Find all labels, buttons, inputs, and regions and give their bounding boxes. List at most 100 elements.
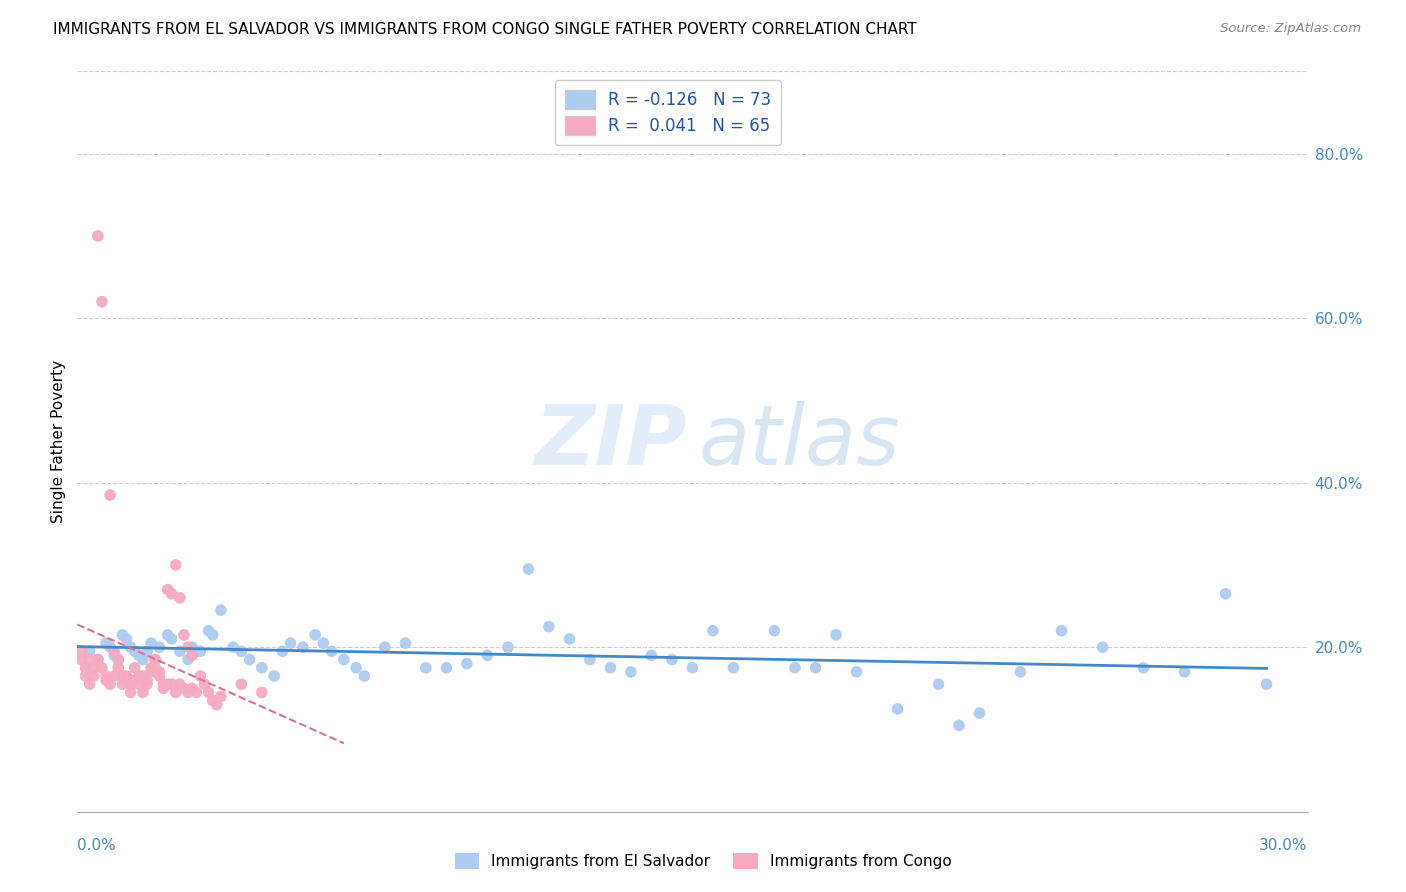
Point: [169, 591, 191, 605]
Point: [98, 640, 121, 655]
Point: [98, 677, 121, 691]
Point: [169, 644, 191, 658]
Point: [143, 652, 166, 666]
Point: [682, 661, 704, 675]
Point: [141, 665, 163, 679]
Point: [280, 636, 302, 650]
Point: [415, 661, 437, 675]
Point: [783, 661, 806, 675]
Point: [160, 587, 183, 601]
Point: [436, 661, 458, 675]
Point: [136, 677, 159, 691]
Text: 30.0%: 30.0%: [1260, 838, 1308, 853]
Point: [825, 628, 848, 642]
Point: [111, 669, 134, 683]
Legend: Immigrants from El Salvador, Immigrants from Congo: Immigrants from El Salvador, Immigrants …: [449, 847, 957, 875]
Point: [132, 652, 155, 666]
Point: [111, 628, 134, 642]
Point: [148, 640, 170, 655]
Point: [477, 648, 499, 663]
Point: [173, 628, 195, 642]
Point: [321, 644, 343, 658]
Point: [250, 685, 273, 699]
Point: [128, 648, 150, 663]
Point: [90, 661, 114, 675]
Point: [1132, 661, 1154, 675]
Point: [620, 665, 643, 679]
Point: [87, 652, 110, 666]
Point: [124, 644, 146, 658]
Point: [70, 652, 93, 666]
Point: [120, 685, 142, 699]
Point: [231, 677, 253, 691]
Point: [312, 636, 335, 650]
Point: [148, 665, 170, 679]
Point: [87, 228, 110, 243]
Point: [83, 669, 105, 683]
Point: [160, 632, 183, 646]
Point: [115, 669, 138, 683]
Point: [1256, 677, 1278, 691]
Point: [136, 673, 159, 687]
Point: [103, 648, 125, 663]
Point: [763, 624, 786, 638]
Point: [152, 681, 174, 696]
Point: [79, 652, 101, 666]
Point: [239, 652, 262, 666]
Point: [75, 661, 97, 675]
Point: [181, 648, 204, 663]
Point: [222, 640, 245, 655]
Point: [120, 677, 142, 691]
Point: [141, 636, 163, 650]
Point: [205, 698, 228, 712]
Point: [456, 657, 478, 671]
Point: [98, 488, 121, 502]
Text: atlas: atlas: [699, 401, 900, 482]
Point: [107, 652, 129, 666]
Point: [640, 648, 662, 663]
Point: [1091, 640, 1114, 655]
Point: [374, 640, 396, 655]
Point: [107, 652, 129, 666]
Point: [304, 628, 326, 642]
Point: [209, 690, 232, 704]
Point: [928, 677, 950, 691]
Point: [75, 669, 97, 683]
Point: [136, 644, 159, 658]
Point: [173, 681, 195, 696]
Point: [124, 673, 146, 687]
Point: [111, 677, 134, 691]
Text: ZIP: ZIP: [534, 401, 686, 482]
Point: [579, 652, 602, 666]
Point: [201, 694, 224, 708]
Point: [90, 294, 114, 309]
Point: [344, 661, 367, 675]
Point: [79, 677, 101, 691]
Point: [969, 706, 991, 720]
Point: [1174, 665, 1197, 679]
Point: [193, 677, 215, 691]
Point: [661, 652, 683, 666]
Point: [197, 624, 219, 638]
Point: [201, 628, 224, 642]
Point: [115, 632, 138, 646]
Point: [209, 603, 232, 617]
Point: [132, 685, 155, 699]
Point: [948, 718, 970, 732]
Point: [599, 661, 621, 675]
Point: [804, 661, 827, 675]
Point: [132, 669, 155, 683]
Point: [165, 558, 187, 572]
Point: [79, 644, 101, 658]
Point: [177, 685, 200, 699]
Point: [94, 673, 117, 687]
Point: [165, 685, 187, 699]
Point: [1050, 624, 1073, 638]
Text: 0.0%: 0.0%: [77, 838, 117, 853]
Point: [87, 652, 110, 666]
Point: [231, 644, 253, 658]
Point: [188, 644, 212, 658]
Point: [537, 619, 560, 633]
Point: [333, 652, 356, 666]
Point: [148, 669, 170, 683]
